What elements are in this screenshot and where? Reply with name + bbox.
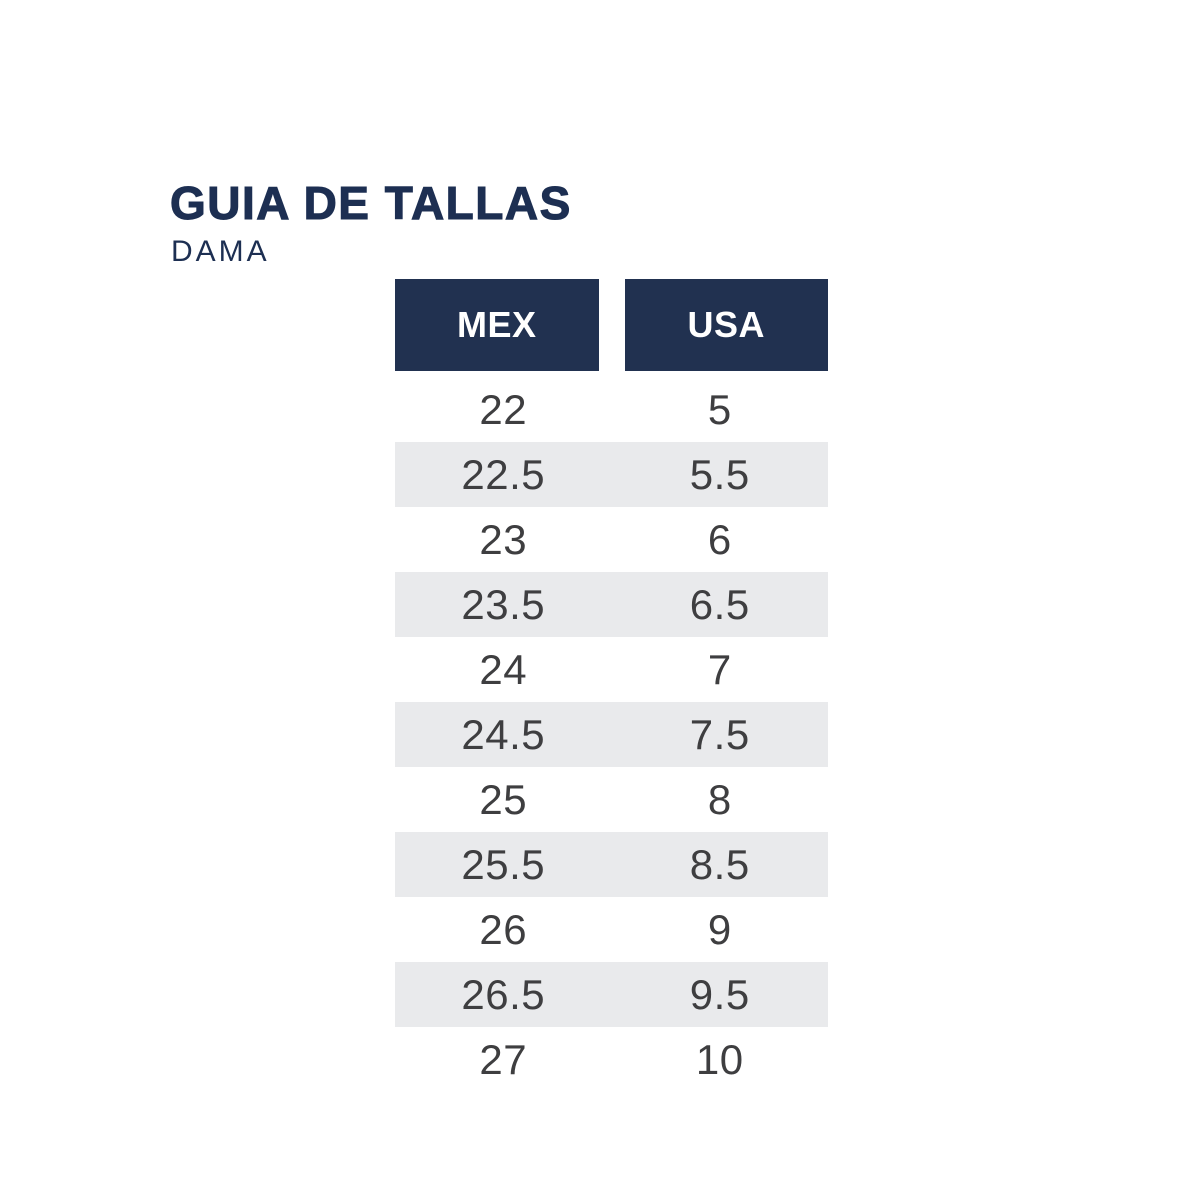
mex-size-value: 27 bbox=[479, 1035, 528, 1083]
table-row: 26 9 bbox=[395, 897, 828, 962]
table-row: 24.5 7.5 bbox=[395, 702, 828, 767]
table-row: 24 7 bbox=[395, 637, 828, 702]
usa-size-value: 8.5 bbox=[689, 840, 750, 888]
usa-size-value: 5.5 bbox=[689, 450, 750, 498]
mex-size-value: 22 bbox=[479, 385, 528, 433]
usa-size-value: 9.5 bbox=[689, 970, 750, 1018]
usa-size-value: 10 bbox=[695, 1035, 744, 1083]
column-header-usa: USA bbox=[624, 279, 828, 371]
table-row: 23.5 6.5 bbox=[395, 572, 828, 637]
mex-size-value: 25.5 bbox=[461, 840, 546, 888]
table-row: 27 10 bbox=[395, 1027, 828, 1092]
usa-size-value: 7 bbox=[707, 645, 732, 693]
usa-size-value: 6.5 bbox=[689, 580, 750, 628]
usa-size-value: 9 bbox=[707, 905, 732, 953]
column-header-mex: MEX bbox=[395, 279, 599, 371]
usa-size-value: 5 bbox=[707, 385, 732, 433]
mex-size-value: 25 bbox=[479, 775, 528, 823]
usa-size-value: 7.5 bbox=[689, 710, 750, 758]
mex-size-value: 24.5 bbox=[461, 710, 546, 758]
size-table-header: MEX USA bbox=[395, 279, 828, 371]
table-row: 23 6 bbox=[395, 507, 828, 572]
mex-size-value: 26 bbox=[479, 905, 528, 953]
page-title: GUIA DE TALLAS bbox=[169, 177, 572, 229]
mex-size-value: 22.5 bbox=[461, 450, 546, 498]
table-row: 25 8 bbox=[395, 767, 828, 832]
mex-size-value: 23 bbox=[479, 515, 528, 563]
size-table-body: 22 5 22.5 5.5 23 6 23.5 6.5 24 7 24.5 7.… bbox=[395, 377, 828, 1092]
usa-size-value: 6 bbox=[707, 515, 732, 563]
table-row: 25.5 8.5 bbox=[395, 832, 828, 897]
table-row: 22.5 5.5 bbox=[395, 442, 828, 507]
mex-size-value: 23.5 bbox=[461, 580, 546, 628]
table-row: 26.5 9.5 bbox=[395, 962, 828, 1027]
mex-size-value: 26.5 bbox=[461, 970, 546, 1018]
usa-size-value: 8 bbox=[707, 775, 732, 823]
page-subtitle: DAMA bbox=[171, 235, 270, 268]
size-table: MEX USA 22 5 22.5 5.5 23 6 23.5 6.5 24 7… bbox=[395, 279, 828, 1092]
table-row: 22 5 bbox=[395, 377, 828, 442]
mex-size-value: 24 bbox=[479, 645, 528, 693]
